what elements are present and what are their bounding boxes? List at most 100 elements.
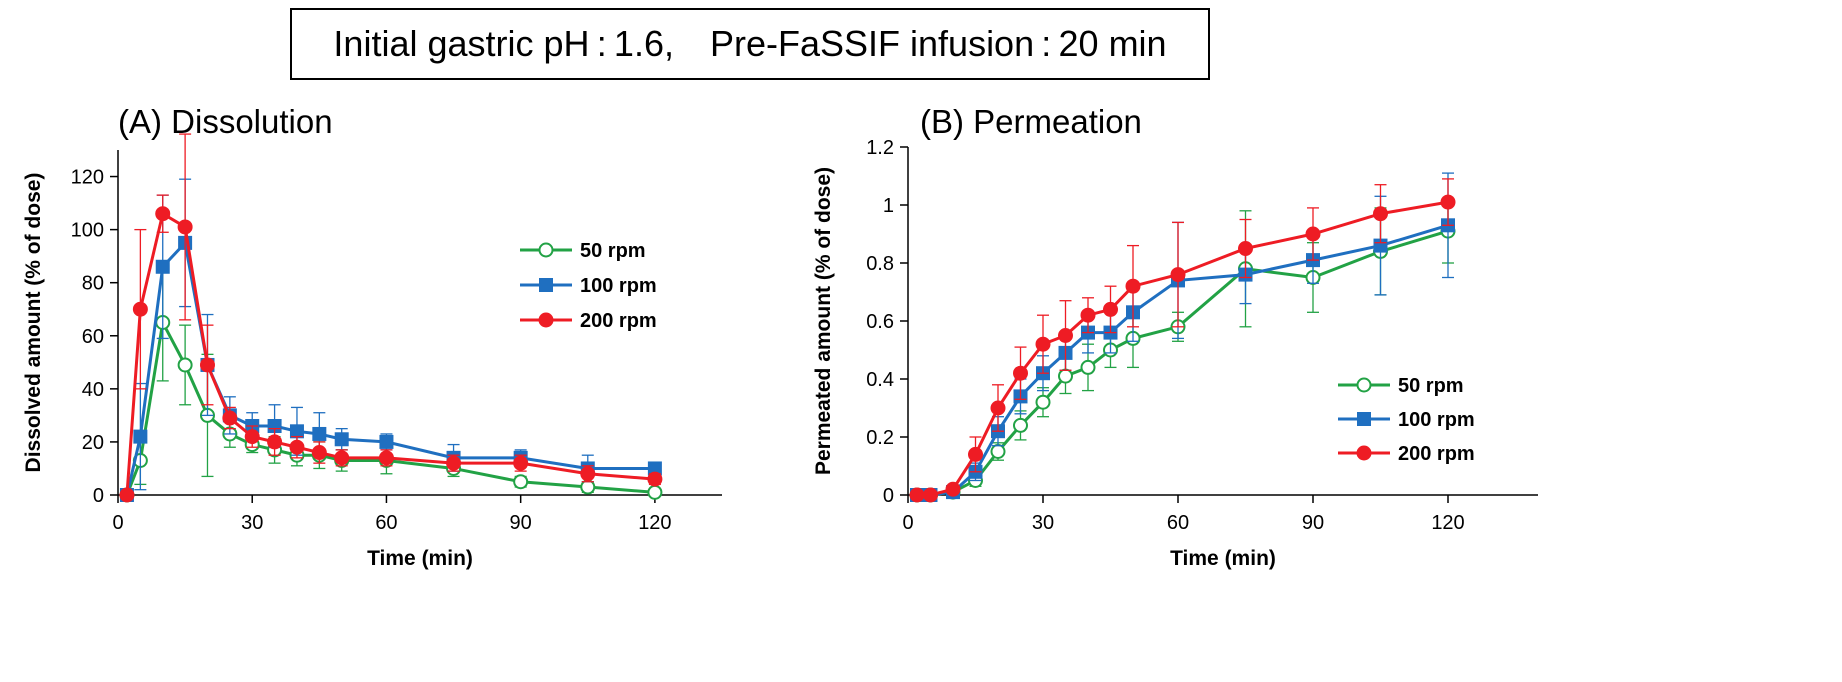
dissolution-y-tick-label: 40 [82,379,104,401]
data-point [334,432,349,447]
legend-marker [538,312,554,328]
dissolution-y-tick-label: 0 [93,485,104,507]
dissolution-y-tick-label: 20 [82,432,104,454]
data-point [1035,394,1051,410]
dissolution-y-axis-label: Dissolved amount (% of dose) [22,173,45,473]
dissolution-y-tick-label: 80 [82,273,104,295]
legend-marker [1356,377,1372,393]
series-line [125,239,655,496]
permeation-chart: (B) Permeation 0 0.2 0.4 0.6 0.8 1 1.2 0 30 60 90 12… [812,103,1538,570]
data-point [378,450,394,466]
legend-label: 100 rpm [1398,409,1475,431]
data-point [155,206,171,222]
data-point [990,400,1006,416]
data-point [155,259,170,274]
data-point [1305,226,1321,242]
data-point [1170,267,1186,283]
series-line [125,317,656,496]
permeation-x-tick-label: 90 [1302,512,1324,534]
data-point [647,484,663,500]
dissolution-x-tick-label: 90 [510,512,532,534]
permeation-series-200-rpm [909,178,1456,503]
data-point [1373,206,1388,222]
legend-marker [539,278,553,292]
data-point [446,455,462,471]
experiment-condition-text: Initial gastric pH : 1.6, Pre-FaSSIF inf… [333,23,1167,64]
series-line [917,229,1449,497]
data-point [1080,359,1096,375]
permeation-title: (B) Permeation [920,103,1142,140]
dissolution-chart: (A) Dissolution 0 20 40 60 80 100 120 0 30 60 90 120… [22,103,722,570]
permeation-x-tick-label: 0 [902,512,913,534]
dissolution-x-tick-label: 120 [638,512,671,534]
permeation-y-tick-label: 1.2 [866,137,894,159]
data-point [580,479,596,495]
data-point [177,357,193,373]
permeation-y-tick-label: 0.6 [866,311,894,333]
series-line [917,223,1449,497]
data-point [945,481,961,497]
data-point [119,487,135,503]
legend-label: 200 rpm [1398,443,1475,465]
dissolution-x-tick-label: 60 [375,512,397,534]
legend-label: 200 rpm [580,310,657,332]
legend-marker [1356,445,1372,461]
permeation-y-tick-label: 0.8 [866,253,894,275]
dissolution-legend: 50 rpm 100 rpm 200 rpm [520,240,657,332]
data-point [222,410,238,426]
data-point [289,424,304,439]
data-point [1080,307,1096,323]
data-point [199,357,215,373]
permeation-legend: 50 rpm 100 rpm 200 rpm [1338,375,1475,465]
data-point [1013,417,1028,433]
permeation-y-tick-label: 0.2 [866,427,894,449]
data-point [1103,301,1118,317]
dissolution-title: (A) Dissolution [118,103,333,140]
data-point [132,301,148,317]
data-point [1440,194,1456,210]
data-point [1035,336,1051,352]
dissolution-x-tick-label: 30 [241,512,263,534]
legend-marker [538,242,554,258]
data-point [177,219,193,235]
data-point [968,446,983,462]
legend-label: 100 rpm [580,275,657,297]
data-point [1058,368,1073,384]
dissolution-y-tick-label: 60 [82,326,104,348]
permeation-x-tick-label: 60 [1167,512,1189,534]
permeation-y-tick-label: 1 [883,195,894,217]
legend-label: 50 rpm [1398,375,1464,397]
data-point [647,461,662,476]
legend-label: 50 rpm [580,240,646,262]
data-point [1013,365,1028,381]
dissolution-y-tick-label: 120 [71,167,104,189]
permeation-x-tick-label: 30 [1032,512,1054,534]
data-point [289,439,305,455]
dissolution-x-tick-label: 0 [112,512,123,534]
data-point [334,450,350,466]
data-point [580,466,596,482]
data-point [379,434,394,449]
legend-marker [1357,412,1371,426]
permeation-series-50-rpm [909,198,1456,503]
permeation-y-tick-label: 0 [883,485,894,507]
data-point [244,429,260,445]
data-point [923,487,938,503]
data-point [1058,328,1073,343]
series-line [917,200,1449,497]
data-point [513,474,529,490]
experiment-condition-box: Initial gastric pH : 1.6, Pre-FaSSIF inf… [290,8,1210,80]
dissolution-y-tick-label: 100 [71,220,104,242]
data-point [1125,278,1141,294]
permeation-y-axis-label: Permeated amount (% of dose) [812,167,835,475]
series-line [125,211,656,496]
data-point [1238,241,1253,256]
data-point [647,471,663,487]
data-point [311,445,327,461]
data-point [513,455,529,471]
data-point [133,429,148,444]
dissolution-series-200-rpm [119,133,663,503]
data-point [312,426,327,441]
permeation-y-tick-label: 0.4 [866,369,894,391]
dissolution-x-axis-label: Time (min) [367,547,473,570]
